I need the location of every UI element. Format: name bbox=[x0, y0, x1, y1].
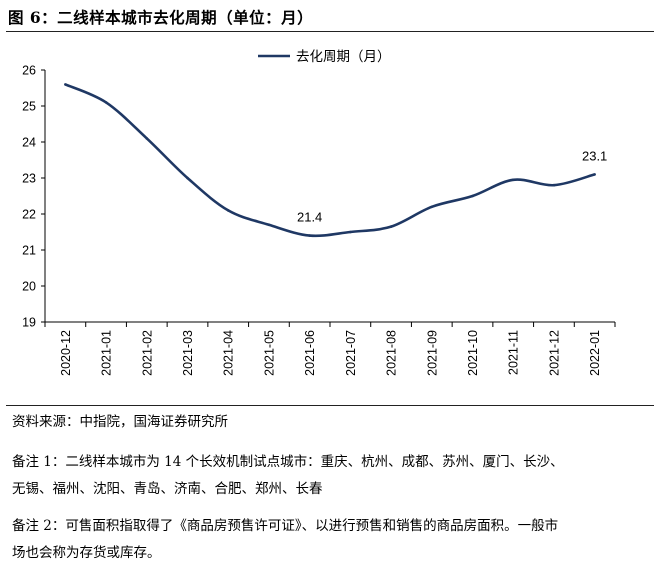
y-tick-label: 25 bbox=[22, 100, 36, 114]
source-divider bbox=[6, 405, 654, 406]
title-divider bbox=[6, 31, 654, 32]
data-label: 23.1 bbox=[582, 148, 607, 163]
x-tick-label: 2021-12 bbox=[547, 330, 561, 376]
footnote-2: 备注 2：可售面积指取得了《商品房预售许可证》、以进行预售和销售的商品房面积。一… bbox=[12, 513, 652, 567]
data-point bbox=[349, 230, 352, 234]
footnote-1: 备注 1：二线样本城市为 14 个长效机制试点城市：重庆、杭州、成都、苏州、厦门… bbox=[12, 449, 652, 503]
data-point bbox=[511, 178, 515, 182]
y-tick-label: 24 bbox=[22, 136, 36, 150]
line-chart: 19 20 21 22 23 24 25 26 2020-12 2021-01 2021-02 202… bbox=[22, 49, 616, 376]
x-tick-label: 2020-12 bbox=[59, 330, 73, 376]
data-point bbox=[145, 137, 149, 140]
data-point bbox=[389, 225, 393, 228]
y-tick-label: 23 bbox=[22, 172, 36, 186]
y-tick-label: 20 bbox=[22, 280, 36, 294]
footnote-2-line-1: 备注 2：可售面积指取得了《商品房预售许可证》、以进行预售和销售的商品房面积。一… bbox=[12, 518, 559, 534]
y-tick-label: 22 bbox=[22, 208, 36, 222]
data-point bbox=[104, 101, 108, 104]
y-tick-label: 19 bbox=[22, 316, 36, 330]
x-tick-label: 2021-02 bbox=[140, 330, 154, 376]
data-label: 21.4 bbox=[297, 210, 322, 225]
data-point bbox=[593, 173, 596, 176]
y-tick-label: 21 bbox=[22, 244, 36, 258]
x-tick-label: 2021-06 bbox=[303, 330, 317, 376]
data-point bbox=[308, 234, 311, 237]
data-point bbox=[552, 183, 556, 187]
series-line bbox=[64, 83, 595, 238]
data-point bbox=[471, 194, 474, 198]
source-note: 资料来源：中指院，国海证券研究所 bbox=[12, 414, 228, 430]
x-tick-label: 2021-08 bbox=[385, 330, 399, 376]
data-point bbox=[186, 176, 189, 180]
x-tick-label: 2021-09 bbox=[425, 330, 439, 376]
x-tick-label: 2021-05 bbox=[262, 330, 276, 376]
legend-label: 去化周期（月） bbox=[296, 49, 391, 65]
footnote-1-line-2: 无锡、福州、沈阳、青岛、济南、合肥、郑州、长春 bbox=[12, 481, 323, 497]
data-point bbox=[267, 223, 271, 227]
data-point bbox=[226, 209, 230, 212]
x-tick-label: 2021-03 bbox=[181, 330, 195, 376]
x-tick-label: 2021-07 bbox=[344, 330, 358, 376]
footnote-2-line-2: 场也会称为存货或库存。 bbox=[12, 545, 161, 561]
x-tick-label: 2021-11 bbox=[507, 330, 521, 375]
data-point bbox=[430, 205, 434, 209]
x-tick-label: 2021-04 bbox=[222, 330, 236, 376]
footnote-1-line-1: 备注 1：二线样本城市为 14 个长效机制试点城市：重庆、杭州、成都、苏州、厦门… bbox=[12, 454, 564, 470]
data-point bbox=[64, 83, 67, 86]
x-tick-label: 2021-10 bbox=[466, 330, 480, 376]
y-tick-label: 26 bbox=[22, 64, 36, 78]
figure-title: 图 6：二线样本城市去化周期（单位：月） bbox=[8, 8, 314, 27]
x-tick-label: 2022-01 bbox=[588, 330, 602, 376]
x-tick-label: 2021-01 bbox=[100, 330, 114, 376]
